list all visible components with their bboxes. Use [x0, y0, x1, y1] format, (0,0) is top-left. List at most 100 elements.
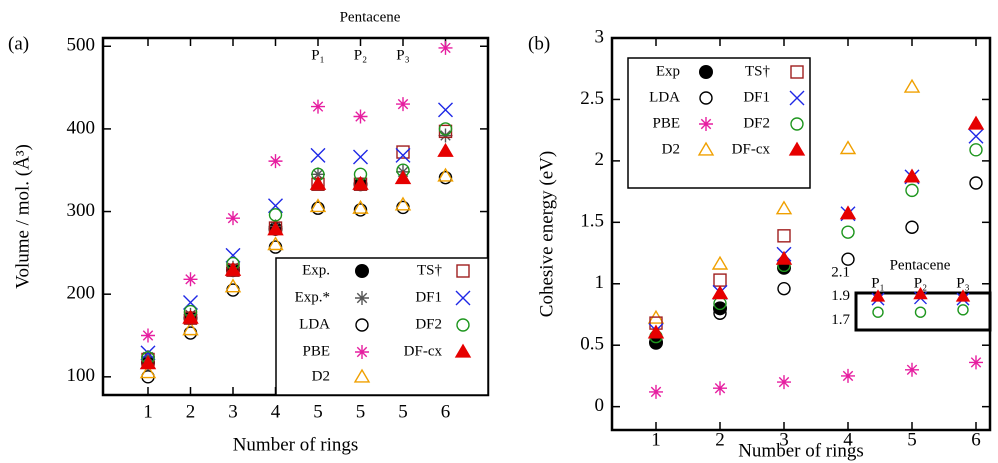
y-tick-label: 2.1 [831, 264, 850, 280]
data-point [903, 168, 921, 183]
data-point [713, 381, 727, 396]
data-point [396, 97, 410, 112]
data-point [438, 102, 453, 118]
legend-label: DF2 [415, 316, 442, 332]
legend-marker [353, 368, 371, 383]
data-point [438, 122, 453, 136]
data-point [140, 345, 156, 361]
data-point [311, 99, 325, 114]
legend-marker [355, 291, 369, 305]
x-tick-label: 5 [356, 401, 366, 422]
data-point [711, 285, 729, 300]
data-point [905, 183, 919, 198]
x-tick-label: 6 [441, 401, 451, 422]
x-tick-label: 5 [313, 401, 323, 422]
data-point [839, 205, 857, 220]
data-point [395, 147, 411, 163]
data-point [905, 220, 919, 234]
data-point [437, 142, 454, 157]
data-point [311, 201, 325, 215]
data-point [352, 199, 369, 214]
data-point [905, 362, 919, 377]
data-point [839, 140, 857, 155]
data-point [224, 261, 242, 276]
data-point [969, 143, 983, 157]
y-tick-label: 2.5 [580, 88, 604, 109]
data-point [267, 236, 284, 251]
data-point [310, 147, 326, 163]
data-point [268, 240, 283, 254]
data-point [775, 250, 793, 265]
legend-label: D2 [312, 368, 330, 384]
data-point [913, 286, 928, 300]
legend-marker [790, 65, 804, 79]
legend-marker [456, 264, 470, 278]
data-point [183, 272, 198, 287]
legend-label: PBE [652, 115, 680, 131]
chart-title: Pentacene [340, 9, 401, 25]
category-label: P₂ [914, 275, 928, 291]
x-tick-label: 3 [779, 429, 789, 450]
y-tick-label: 1.9 [831, 288, 850, 304]
data-point [967, 115, 985, 130]
legend-marker [355, 318, 369, 332]
legend-label: TS† [417, 262, 443, 278]
y-tick-label: 400 [67, 117, 96, 138]
data-point [775, 200, 793, 215]
y-tick-label: 1.7 [831, 312, 850, 328]
x-axis-title: Number of rings [233, 434, 359, 455]
legend-label: Exp. [302, 262, 330, 278]
data-point [226, 211, 240, 226]
y-tick-label: 1.5 [580, 211, 604, 232]
legend-label: TS† [745, 63, 771, 79]
data-point [870, 289, 886, 302]
data-point [394, 170, 412, 185]
data-point [711, 255, 729, 270]
category-label: P₃ [956, 275, 970, 291]
data-point [396, 200, 410, 215]
legend-label: DF2 [743, 115, 770, 131]
data-point [649, 384, 663, 399]
data-point [396, 145, 410, 159]
legend-marker [790, 117, 804, 131]
y-tick-label: 100 [67, 365, 96, 386]
legend-label: D2 [662, 141, 680, 157]
legend-label: LDA [649, 89, 680, 105]
panel-label: (b) [528, 33, 550, 54]
panel-label: (a) [8, 33, 29, 54]
data-point [353, 149, 368, 165]
data-point [957, 304, 969, 316]
legend-label: Exp.* [295, 289, 330, 305]
y-tick-label: 300 [67, 200, 96, 221]
data-point [841, 252, 855, 266]
data-point [969, 176, 983, 190]
data-point [841, 368, 855, 383]
polymorph-label: P₃ [396, 47, 410, 63]
data-point [438, 170, 453, 185]
data-point [777, 229, 791, 243]
legend-label: DF1 [743, 89, 770, 105]
data-point [777, 281, 791, 296]
data-point [182, 309, 199, 324]
plot-frame [610, 36, 992, 432]
y-tick-label: 1 [595, 272, 605, 293]
data-point [309, 198, 327, 213]
data-point [713, 306, 727, 320]
legend-label: DF-cx [404, 343, 443, 359]
data-point [182, 321, 199, 336]
y-tick-label: 0 [595, 395, 605, 416]
legend-label: DF1 [415, 289, 442, 305]
legend-marker [699, 65, 713, 79]
data-point [139, 355, 157, 370]
data-point [394, 196, 412, 211]
x-tick-label: 2 [715, 429, 725, 450]
data-point [224, 278, 242, 293]
data-point [352, 175, 369, 190]
y-tick-label: 3 [595, 26, 605, 47]
data-point [713, 273, 727, 287]
legend-label: DF-cx [732, 141, 771, 157]
x-tick-label: 5 [398, 401, 408, 422]
x-tick-label: 6 [971, 429, 981, 450]
data-point [353, 203, 368, 217]
